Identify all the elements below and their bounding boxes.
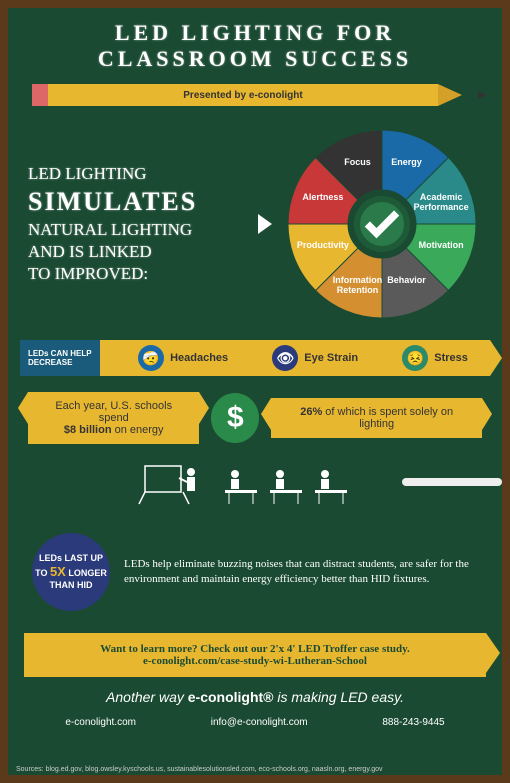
checkmark-icon [360, 202, 404, 246]
contact-web[interactable]: e-conolight.com [65, 717, 136, 728]
decrease-icon: 👁 [272, 345, 298, 371]
decrease-banner: LEDs CAN HELP DECREASE 🤕Headaches 👁Eye St… [20, 340, 490, 376]
wheel-segment-label: Information Retention [328, 275, 388, 295]
wheel-segment-label: Focus [328, 157, 388, 167]
led-fact-text: LEDs help eliminate buzzing noises that … [124, 557, 478, 588]
decrease-item: 👁Eye Strain [272, 345, 358, 371]
tagline: Another way e-conolight® is making LED e… [8, 689, 502, 705]
decrease-header: LEDs CAN HELP DECREASE [20, 340, 100, 376]
dollar-icon: $ [211, 393, 259, 443]
presented-by: Presented by e-conolight [183, 90, 302, 101]
led-lifespan-badge: LEDs LAST UP TO 5X LONGER THAN HID [32, 533, 110, 611]
decrease-icon: 🤕 [138, 345, 164, 371]
contact-phone[interactable]: 888-243-9445 [382, 717, 444, 728]
decrease-item: 🤕Headaches [138, 345, 228, 371]
pencil-banner: Presented by e-conolight [48, 84, 462, 106]
contact-row: e-conolight.com info@e-conolight.com 888… [8, 713, 502, 732]
sources: Sources: blog.ed.gov, blog.owsley.kyscho… [16, 766, 494, 773]
stats-row: Each year, U.S. schools spend $8 billion… [28, 392, 482, 444]
cta-banner[interactable]: Want to learn more? Check out our 2'x 4'… [24, 633, 486, 677]
decrease-item: 😣Stress [402, 345, 468, 371]
simulates-section: LED LIGHTING SIMULATES NATURAL LIGHTING … [8, 124, 502, 324]
stat-spending: Each year, U.S. schools spend $8 billion… [28, 392, 199, 444]
wheel-segment-label: Academic Performance [411, 192, 471, 212]
led-fact-section: LEDs LAST UP TO 5X LONGER THAN HID LEDs … [8, 523, 502, 621]
arrow-right-icon [258, 214, 272, 234]
decrease-icon: 😣 [402, 345, 428, 371]
wheel-segment-label: Productivity [293, 240, 353, 250]
benefits-wheel: EnergyAcademic PerformanceMotivationBeha… [282, 124, 482, 324]
wheel-center [354, 196, 410, 252]
chalk-icon [402, 478, 502, 486]
simulates-text: LED LIGHTING SIMULATES NATURAL LIGHTING … [28, 163, 248, 285]
wheel-segment-label: Alertness [293, 192, 353, 202]
classroom-illustration [8, 458, 502, 513]
stat-lighting: 26% of which is spent solely on lighting [271, 398, 482, 438]
contact-email[interactable]: info@e-conolight.com [211, 717, 308, 728]
main-title: LED LIGHTING FOR CLASSROOM SUCCESS [8, 8, 502, 80]
wheel-segment-label: Motivation [411, 240, 471, 250]
